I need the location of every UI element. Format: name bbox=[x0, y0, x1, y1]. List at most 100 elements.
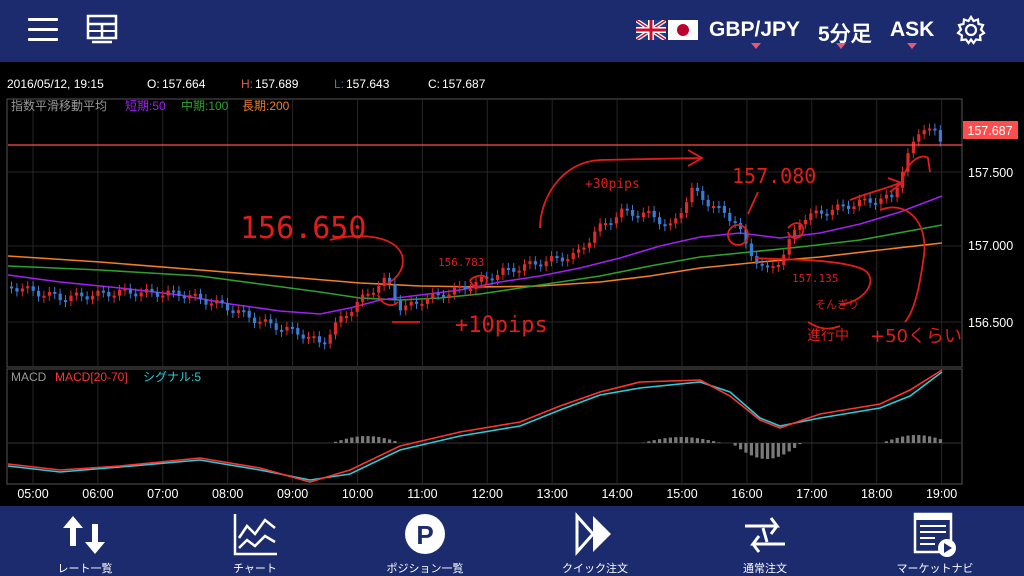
histogram-bar bbox=[344, 438, 348, 443]
candle-body bbox=[933, 128, 937, 131]
candle-body bbox=[388, 277, 392, 285]
uk-flag-icon bbox=[636, 20, 666, 40]
open-value: 157.664 bbox=[162, 77, 206, 91]
candle-body bbox=[431, 293, 435, 299]
candle-body bbox=[220, 300, 224, 303]
candle-body bbox=[695, 187, 699, 191]
candle-body bbox=[123, 288, 127, 291]
candle-body bbox=[442, 294, 446, 299]
candle-body bbox=[879, 198, 883, 204]
candle-body bbox=[215, 300, 219, 304]
handwritten-marks bbox=[329, 149, 931, 330]
candle-body bbox=[685, 202, 689, 214]
histogram-bar bbox=[679, 437, 683, 443]
candle-body bbox=[69, 295, 73, 302]
candle-body bbox=[415, 301, 419, 304]
candle-body bbox=[231, 310, 235, 314]
candle-body bbox=[474, 281, 478, 289]
histogram-bar bbox=[933, 437, 937, 443]
candle-body bbox=[269, 319, 273, 324]
macd-line bbox=[7, 369, 943, 483]
nav-position-label: ポジション一覧 bbox=[386, 563, 464, 575]
histogram-bar bbox=[371, 436, 375, 443]
chart-area[interactable]: 指数平滑移動平均 短期:50 中期:100 長期:200 157.687 157… bbox=[0, 98, 1024, 506]
chart-icon bbox=[233, 514, 277, 556]
side-selector[interactable]: ASK bbox=[890, 18, 935, 41]
candle-body bbox=[620, 208, 624, 218]
japan-flag-icon bbox=[668, 20, 698, 40]
candle-body bbox=[15, 288, 19, 292]
candle-body bbox=[145, 288, 149, 293]
candle-body bbox=[447, 294, 451, 299]
candle-body bbox=[550, 256, 554, 262]
candle-body bbox=[328, 334, 332, 344]
time-tick: 08:00 bbox=[212, 487, 243, 501]
candle-body bbox=[490, 278, 494, 281]
candle-body bbox=[868, 198, 872, 203]
candle-body bbox=[857, 199, 861, 207]
candle-body bbox=[798, 224, 802, 230]
candle-body bbox=[587, 242, 591, 248]
candle-body bbox=[647, 210, 651, 213]
histogram-bar bbox=[776, 443, 780, 457]
nav-rate-list[interactable]: レート一覧 bbox=[0, 506, 170, 576]
current-price-tag bbox=[963, 121, 1018, 139]
candle-body bbox=[793, 229, 797, 240]
nav-normal-order[interactable]: 通常注文 bbox=[680, 506, 850, 576]
time-tick: 12:00 bbox=[472, 487, 503, 501]
histogram-bar bbox=[917, 435, 921, 443]
candle-body bbox=[895, 187, 899, 198]
candle-body bbox=[96, 290, 100, 296]
arrow-head-2 bbox=[687, 149, 704, 167]
candle-body bbox=[253, 317, 257, 324]
histogram-bar bbox=[334, 441, 338, 443]
macd-panel-frame bbox=[6, 368, 963, 485]
position-icon: P bbox=[405, 514, 445, 554]
candle-body bbox=[749, 243, 753, 257]
nav-chart[interactable]: チャート bbox=[170, 506, 340, 576]
nav-position[interactable]: P ポジション一覧 bbox=[340, 506, 510, 576]
menu-icon[interactable] bbox=[28, 18, 58, 42]
candle-body bbox=[776, 264, 780, 267]
candle-body bbox=[47, 291, 51, 296]
indicator-label: 指数平滑移動平均 bbox=[11, 98, 107, 113]
settings-gear-icon[interactable] bbox=[955, 14, 987, 46]
candle-body bbox=[26, 286, 30, 289]
histogram-bar bbox=[717, 442, 721, 443]
candle-body bbox=[118, 289, 122, 296]
layout-icon[interactable] bbox=[86, 14, 118, 44]
nav-normal-order-label: 通常注文 bbox=[743, 563, 787, 575]
candle-body bbox=[166, 290, 170, 296]
histogram-bar bbox=[895, 437, 899, 443]
candle-body bbox=[938, 130, 942, 142]
currency-pair-selector[interactable]: GBP/JPY bbox=[709, 18, 801, 41]
candle-body bbox=[64, 300, 68, 303]
candle-body bbox=[436, 293, 440, 296]
candle-body bbox=[917, 134, 921, 142]
histogram-bar bbox=[787, 443, 791, 452]
histogram-bar bbox=[906, 435, 910, 443]
candle-body bbox=[409, 301, 413, 306]
time-tick: 07:00 bbox=[147, 487, 178, 501]
candle-body bbox=[598, 223, 602, 232]
histogram-bar bbox=[350, 437, 354, 443]
timeframe-selector[interactable]: 5分足 bbox=[818, 23, 872, 46]
histogram-bar bbox=[733, 443, 737, 446]
annotation-shinkochu: 進行中 bbox=[807, 328, 849, 344]
candle-body bbox=[863, 198, 867, 201]
macd-params-label: MACD[20-70] bbox=[55, 370, 128, 384]
nav-market-navi[interactable]: マーケットナビ bbox=[850, 506, 1020, 576]
quick-order-icon bbox=[575, 512, 611, 556]
candle-body bbox=[74, 292, 78, 296]
candle-body bbox=[312, 336, 316, 339]
candle-body bbox=[501, 268, 505, 275]
histogram-bar bbox=[744, 443, 748, 453]
candle-body bbox=[717, 206, 721, 209]
arc-mark-2 bbox=[539, 157, 701, 229]
ohlc-info-bar: 2016/05/12, 19:15 O: 157.664 H: 157.689 … bbox=[0, 62, 1024, 98]
candle-body bbox=[928, 128, 932, 131]
candle-body bbox=[679, 213, 683, 219]
candle-body bbox=[701, 190, 705, 200]
nav-quick-order[interactable]: クイック注文 bbox=[510, 506, 680, 576]
circle-mark-4 bbox=[787, 222, 805, 239]
